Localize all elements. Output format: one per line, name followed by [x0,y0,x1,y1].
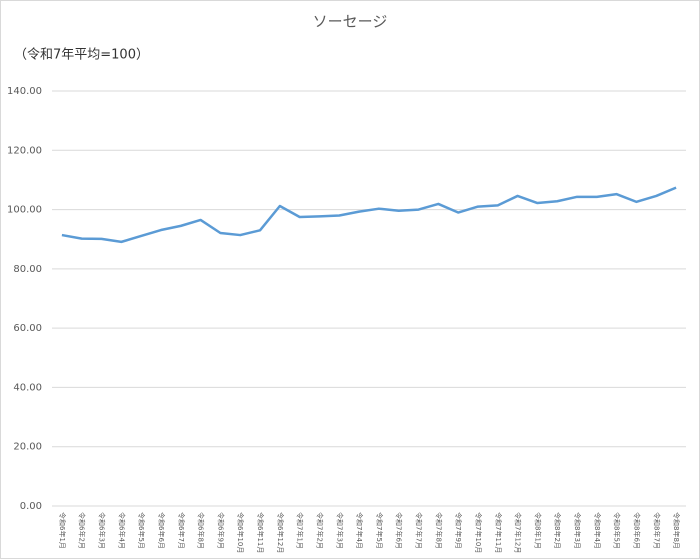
x-tick-label: 令和7年7月 [415,512,424,549]
x-tick-label: 令和6年12月 [276,512,285,553]
x-tick-label: 令和8年6月 [632,512,641,549]
x-tick-label: 令和8年5月 [613,512,622,549]
x-tick-label: 令和6年1月 [58,512,67,549]
x-tick-label: 令和6年9月 [216,512,225,549]
x-tick-label: 令和6年10月 [236,512,245,553]
y-tick-label: 120.00 [7,145,42,156]
x-tick-label: 令和7年2月 [315,512,324,549]
x-tick-label: 令和7年5月 [375,512,384,549]
x-tick-label: 令和7年12月 [514,512,523,553]
x-tick-label: 令和8年4月 [593,512,602,549]
line [61,186,677,244]
x-tick-label: 令和6年4月 [117,512,126,549]
x-tick-label: 令和8年2月 [553,512,562,549]
x-tick-label: 令和7年10月 [474,512,483,553]
x-tick-label: 令和7年6月 [395,512,404,549]
x-tick-label: 令和6年6月 [157,512,166,549]
x-tick-label: 令和6年2月 [78,512,87,549]
x-tick-label: 令和7年9月 [454,512,463,549]
x-tick-label: 令和8年8月 [672,512,681,549]
x-tick-label: 令和6年11月 [256,512,265,553]
y-tick-label: 40.00 [13,382,42,393]
y-tick-label: 0.00 [20,501,42,512]
chart-subtitle: （令和7年平均=100） [14,48,149,63]
x-tick-label: 令和7年3月 [335,512,344,549]
x-tick-label: 令和8年3月 [573,512,582,549]
x-tick-label: 令和7年4月 [355,512,364,549]
x-tick-label: 令和6年3月 [98,512,107,549]
y-tick-label: 140.00 [7,86,42,97]
y-tick-label: 100.00 [7,205,42,216]
x-tick-label: 令和7年1月 [296,512,305,549]
x-tick-label: 令和8年7月 [652,512,661,549]
y-tick-label: 20.00 [13,442,42,453]
x-tick-label: 令和7年11月 [494,512,503,553]
y-tick-label: 80.00 [13,264,42,275]
x-tick-label: 令和6年5月 [137,512,146,549]
x-tick-label: 令和8年1月 [533,512,542,549]
x-tick-label: 令和7年8月 [434,512,443,549]
chart-title: ソーセージ [313,13,388,31]
x-tick-label: 令和6年8月 [197,512,206,549]
y-tick-label: 60.00 [13,323,42,334]
x-tick-label: 令和6年7月 [177,512,186,549]
